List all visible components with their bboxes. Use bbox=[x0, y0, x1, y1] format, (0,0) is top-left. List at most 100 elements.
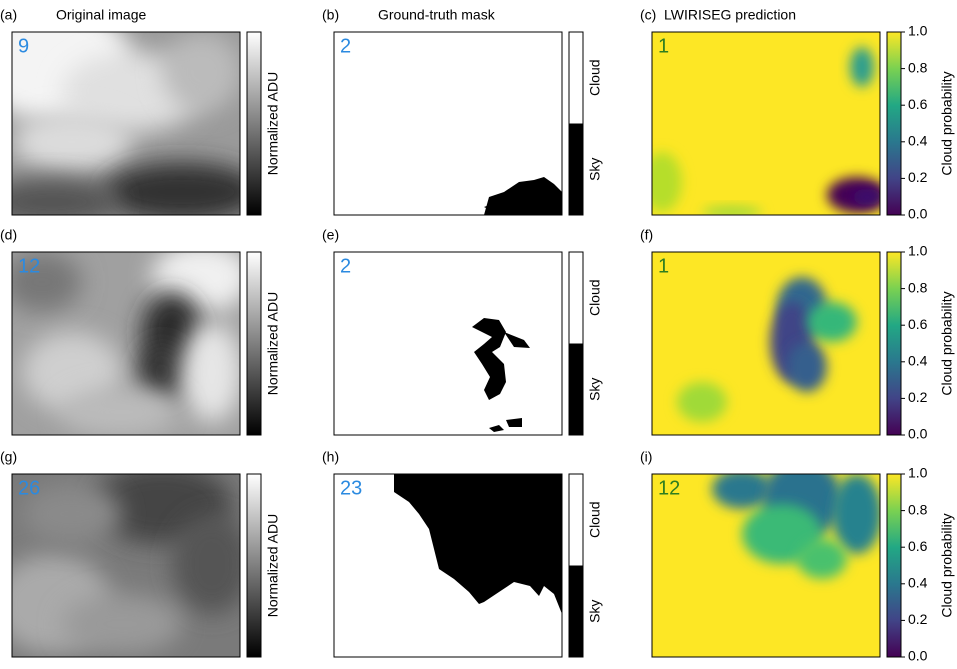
colorbar-label: Sky bbox=[587, 378, 603, 401]
count: 12 bbox=[18, 255, 40, 277]
colorbar bbox=[246, 473, 262, 658]
cloud-free-region bbox=[484, 177, 562, 215]
count: 9 bbox=[18, 35, 29, 57]
colorbar-tick-label: 0.4 bbox=[908, 575, 928, 591]
colorbar-tick-label: 0.2 bbox=[908, 611, 928, 627]
panel-frame bbox=[11, 251, 241, 436]
panel-image bbox=[12, 252, 240, 435]
colorbar-tick-label: 0.6 bbox=[908, 316, 928, 332]
cloud-free-region bbox=[484, 204, 492, 210]
texture bbox=[22, 484, 122, 544]
colorbar-label: Cloud bbox=[587, 59, 603, 96]
panel-image bbox=[652, 474, 880, 657]
count: 1 bbox=[658, 35, 669, 57]
colorbar-label: Cloud probability bbox=[939, 513, 955, 617]
panel: 23(h) Cloud Sky bbox=[322, 449, 603, 658]
panel-image bbox=[652, 252, 880, 435]
colorbar-tick-label: 0.0 bbox=[908, 648, 928, 664]
colorbar-sky bbox=[569, 123, 583, 215]
panel-label: (c) bbox=[640, 7, 656, 23]
panel-image bbox=[12, 474, 240, 657]
panel-image bbox=[334, 252, 562, 435]
colorbar-tick-label: 0.8 bbox=[908, 279, 928, 295]
count: 2 bbox=[340, 255, 351, 277]
colorbar-cloud bbox=[569, 252, 583, 344]
texture bbox=[162, 32, 240, 112]
panel-label: (i) bbox=[640, 449, 652, 465]
cloud-free-region bbox=[472, 318, 506, 400]
texture bbox=[787, 342, 827, 392]
count: 1 bbox=[658, 255, 669, 277]
colorbar-tick-label: 1.0 bbox=[908, 243, 928, 259]
panel-image bbox=[334, 474, 562, 657]
colorbar-tick-label: 0.2 bbox=[908, 389, 928, 405]
panel: 2(b) Ground-truth mask Cloud Sky bbox=[322, 7, 603, 216]
panel-image bbox=[334, 32, 562, 215]
colorbar-tick-label: 0.0 bbox=[908, 426, 928, 442]
colorbar bbox=[568, 473, 584, 658]
texture bbox=[677, 382, 727, 422]
colorbar-tick-label: 0.2 bbox=[908, 169, 928, 185]
panel: 12(d) Normalized ADU bbox=[0, 227, 281, 436]
colorbar bbox=[886, 251, 902, 436]
count: 23 bbox=[340, 477, 362, 499]
texture bbox=[832, 474, 880, 554]
colorbar-tick-label: 1.0 bbox=[908, 465, 928, 481]
colorbar bbox=[246, 251, 262, 436]
panel-label: (b) bbox=[322, 7, 339, 23]
colorbar bbox=[246, 31, 262, 216]
count: 12 bbox=[658, 477, 680, 499]
panel-frame bbox=[333, 31, 563, 216]
colorbar-tick-label: 0.6 bbox=[908, 96, 928, 112]
texture bbox=[852, 189, 880, 205]
panel: 2(e) Cloud Sky bbox=[322, 227, 603, 436]
colorbar-tick-label: 0.8 bbox=[908, 59, 928, 75]
panel-frame bbox=[333, 251, 563, 436]
panel-frame bbox=[651, 473, 881, 658]
colorbar-tick-label: 0.6 bbox=[908, 538, 928, 554]
colorbar-label: Cloud probability bbox=[939, 71, 955, 175]
texture bbox=[797, 539, 847, 579]
panel-frame bbox=[651, 31, 881, 216]
colorbar-tick-label: 0.0 bbox=[908, 206, 928, 222]
cloud-free-region bbox=[506, 418, 522, 427]
colorbar bbox=[886, 473, 902, 658]
panel-image bbox=[652, 32, 880, 215]
texture bbox=[172, 514, 240, 614]
panel-label: (f) bbox=[640, 227, 653, 243]
panel: 26(g) Normalized ADU bbox=[0, 449, 281, 658]
colorbar-tick-label: 0.8 bbox=[908, 501, 928, 517]
colorbar-label: Normalized ADU bbox=[265, 72, 281, 175]
colorbar-label: Normalized ADU bbox=[265, 514, 281, 617]
panel: 12 (i) 0.0 0.2 0.4 0.6 0.8 1.0 Cloud probability bbox=[640, 449, 955, 664]
texture bbox=[702, 206, 762, 215]
panel-frame bbox=[333, 473, 563, 658]
panel-frame bbox=[11, 31, 241, 216]
texture bbox=[12, 177, 122, 215]
image-bg bbox=[334, 252, 562, 435]
panel-frame bbox=[651, 251, 881, 436]
count: 2 bbox=[340, 35, 351, 57]
texture bbox=[137, 342, 187, 402]
panel-label: (h) bbox=[322, 449, 339, 465]
cloud-free-region bbox=[394, 474, 562, 614]
texture bbox=[12, 112, 132, 172]
colorbar-label: Cloud probability bbox=[939, 291, 955, 395]
panel-title: Original image bbox=[56, 7, 146, 23]
texture bbox=[850, 47, 874, 87]
colorbar-tick-label: 0.4 bbox=[908, 353, 928, 369]
colorbar bbox=[568, 31, 584, 216]
colorbar bbox=[568, 251, 584, 436]
panel-label: (a) bbox=[0, 7, 17, 23]
colorbar-label: Normalized ADU bbox=[265, 292, 281, 395]
panel-title: LWIRISEG prediction bbox=[664, 7, 796, 23]
texture bbox=[62, 594, 182, 654]
panel: 1(c) LWIRISEG prediction 0.0 0.2 0.4 0.6 0.8 1.… bbox=[640, 7, 955, 222]
panel-label: (e) bbox=[322, 227, 339, 243]
cloud-free-region bbox=[504, 332, 530, 348]
colorbar-cloud bbox=[569, 474, 583, 566]
colorbar-label: Sky bbox=[587, 158, 603, 181]
panel: 9(a) Original image Normalized ADU bbox=[0, 7, 281, 216]
panel-label: (d) bbox=[0, 227, 17, 243]
